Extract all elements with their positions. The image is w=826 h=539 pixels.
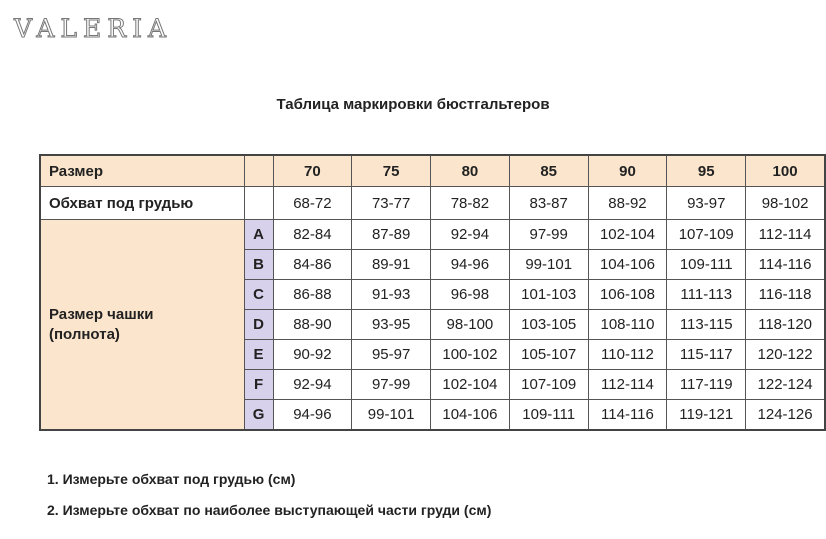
size-header: 70 xyxy=(272,154,353,187)
cup-value: 100-102 xyxy=(430,339,510,370)
cup-value: 91-93 xyxy=(351,279,432,310)
cup-value: 108-110 xyxy=(587,309,668,340)
underbust-value: 83-87 xyxy=(508,186,589,220)
cup-value: 102-104 xyxy=(587,219,668,250)
cup-value: 115-117 xyxy=(666,339,747,370)
cup-value: 98-100 xyxy=(430,309,510,340)
cup-row: Размер чашки (полнота) A 82-84 87-89 92-94 97… xyxy=(39,219,826,431)
size-header: 85 xyxy=(508,154,589,187)
cup-letter: C xyxy=(243,279,274,310)
cup-row: C 86-88 91-93 96-98 101-103 106-108 111-113 116… xyxy=(40,279,826,310)
underbust-value: 78-82 xyxy=(430,186,510,220)
cup-value: 94-96 xyxy=(272,399,353,431)
cup-value: 107-109 xyxy=(666,219,747,250)
cup-value: 111-113 xyxy=(666,279,747,310)
underbust-value: 93-97 xyxy=(666,186,747,220)
cup-letter: G xyxy=(243,399,274,431)
underbust-value: 88-92 xyxy=(587,186,668,220)
underbust-value: 98-102 xyxy=(745,186,826,220)
cup-value: 122-124 xyxy=(745,369,826,400)
cup-letter: F xyxy=(243,369,274,400)
cup-value: 84-86 xyxy=(272,249,353,280)
brand-logo: VALERIA xyxy=(13,14,173,44)
cup-value: 92-94 xyxy=(272,369,353,400)
empty-cell xyxy=(243,186,274,220)
size-header: 90 xyxy=(587,154,668,187)
underbust-label: Обхват под грудью xyxy=(39,186,245,220)
cup-value: 118-120 xyxy=(745,309,826,340)
cup-value: 120-122 xyxy=(745,339,826,370)
cup-value: 99-101 xyxy=(508,249,589,280)
cup-value: 97-99 xyxy=(351,369,432,400)
cup-value: 89-91 xyxy=(351,249,432,280)
cup-row: B 84-86 89-91 94-96 99-101 104-106 109-111 114-… xyxy=(40,249,826,280)
cup-row: G 94-96 99-101 104-106 109-111 114-116 119-121… xyxy=(40,399,826,431)
underbust-row: Обхват под грудью 68-72 73-77 78-82 83-87 88-… xyxy=(39,186,826,220)
size-header: 80 xyxy=(430,154,510,187)
size-table: Размер 70 75 80 85 90 95 100 Обхват под грудью 68… xyxy=(39,154,826,431)
cup-letter: B xyxy=(243,249,274,280)
cup-value: 104-106 xyxy=(587,249,668,280)
cup-letter: E xyxy=(243,339,274,370)
cup-row: F 92-94 97-99 102-104 107-109 112-114 117-119 1… xyxy=(40,369,826,400)
underbust-value: 68-72 xyxy=(272,186,353,220)
size-header: 95 xyxy=(666,154,747,187)
note-1: 1. Измерьте обхват под грудью (см) xyxy=(47,471,296,487)
empty-cell xyxy=(243,154,274,187)
size-header: 75 xyxy=(351,154,432,187)
cup-value: 101-103 xyxy=(508,279,589,310)
cup-value: 102-104 xyxy=(430,369,510,400)
cup-value: 92-94 xyxy=(430,219,510,250)
cup-value: 87-89 xyxy=(351,219,432,250)
cup-value: 109-111 xyxy=(666,249,747,280)
cup-value: 88-90 xyxy=(272,309,353,340)
note-2: 2. Измерьте обхват по наиболее выступающ… xyxy=(47,502,492,518)
cup-value: 104-106 xyxy=(430,399,510,431)
cup-value: 105-107 xyxy=(508,339,589,370)
cup-value: 96-98 xyxy=(430,279,510,310)
cup-value: 114-116 xyxy=(587,399,668,431)
cup-letter: D xyxy=(243,309,274,340)
size-label: Размер xyxy=(39,154,245,187)
cup-row: E 90-92 95-97 100-102 105-107 110-112 115-117 1… xyxy=(40,339,826,370)
cup-value: 116-118 xyxy=(745,279,826,310)
cup-value: 112-114 xyxy=(745,219,826,250)
cup-value: 107-109 xyxy=(508,369,589,400)
header-row: Размер 70 75 80 85 90 95 100 xyxy=(39,154,826,187)
underbust-value: 73-77 xyxy=(351,186,432,220)
cup-value: 82-84 xyxy=(272,219,353,250)
cup-value: 112-114 xyxy=(587,369,668,400)
cup-value: 119-121 xyxy=(666,399,747,431)
size-header: 100 xyxy=(745,154,826,187)
cup-value: 90-92 xyxy=(272,339,353,370)
cup-value: 117-119 xyxy=(666,369,747,400)
cup-value: 97-99 xyxy=(508,219,589,250)
cup-value: 113-115 xyxy=(666,309,747,340)
cup-value: 124-126 xyxy=(745,399,826,431)
cup-value: 114-116 xyxy=(745,249,826,280)
cup-value: 95-97 xyxy=(351,339,432,370)
cup-value: 106-108 xyxy=(587,279,668,310)
cup-value: 110-112 xyxy=(587,339,668,370)
cup-value: 93-95 xyxy=(351,309,432,340)
cup-value: 103-105 xyxy=(508,309,589,340)
cup-letter: A xyxy=(243,219,274,250)
cup-label: Размер чашки (полнота) xyxy=(39,219,245,431)
cup-value: 109-111 xyxy=(508,399,589,431)
cup-value: 86-88 xyxy=(272,279,353,310)
page-title: Таблица маркировки бюстгальтеров xyxy=(276,96,550,113)
cup-value: 99-101 xyxy=(351,399,432,431)
cup-value: 94-96 xyxy=(430,249,510,280)
